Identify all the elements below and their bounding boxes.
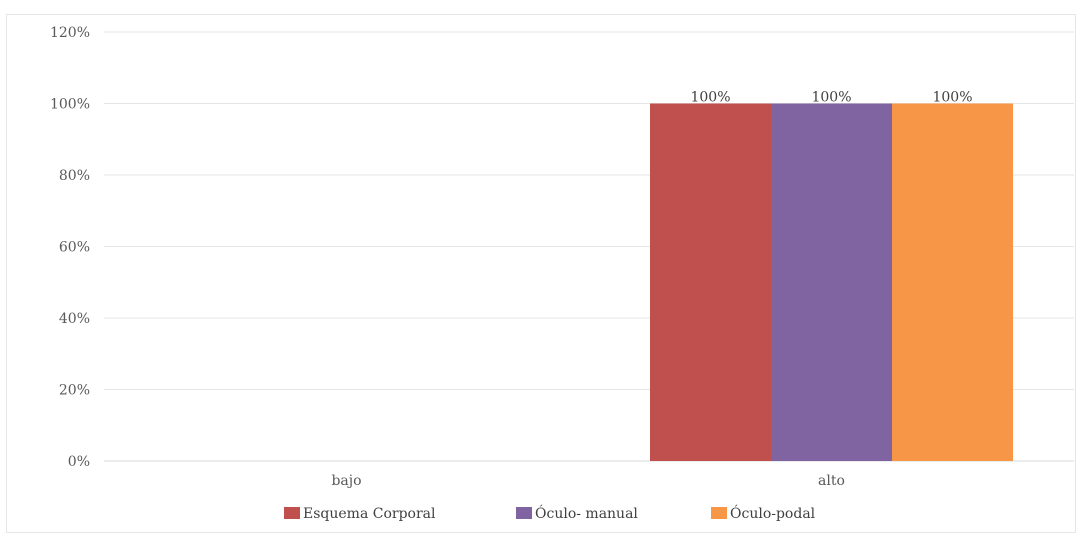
x-axis-category-labels: bajo alto <box>331 473 844 489</box>
data-label: 100% <box>690 90 730 106</box>
x-category-label: bajo <box>331 473 361 489</box>
y-tick-label: 0% <box>68 454 90 470</box>
y-tick-label: 20% <box>59 383 90 399</box>
y-tick-label: 60% <box>59 240 90 256</box>
data-label: 100% <box>932 90 972 106</box>
bars <box>650 103 1013 461</box>
y-tick-label: 100% <box>50 97 90 113</box>
y-axis-tick-labels: 0% 20% 40% 60% 80% 100% 120% <box>50 25 90 470</box>
legend-swatch <box>711 507 727 519</box>
y-tick-label: 40% <box>59 311 90 327</box>
y-tick-label: 120% <box>50 25 90 41</box>
legend: Esquema Corporal Óculo- manual Óculo-podal <box>284 504 816 522</box>
legend-label: Esquema Corporal <box>303 506 436 522</box>
data-label: 100% <box>811 90 851 106</box>
bar-alto-0 <box>650 103 771 461</box>
legend-label: Óculo-podal <box>730 504 816 522</box>
data-labels: 100% 100% 100% <box>690 90 972 106</box>
x-category-label: alto <box>818 473 845 489</box>
legend-swatch <box>516 507 532 519</box>
y-tick-label: 80% <box>59 168 90 184</box>
bar-alto-2 <box>892 103 1013 461</box>
legend-swatch <box>284 507 300 519</box>
legend-label: Óculo- manual <box>535 504 638 522</box>
bar-alto-1 <box>771 103 892 461</box>
